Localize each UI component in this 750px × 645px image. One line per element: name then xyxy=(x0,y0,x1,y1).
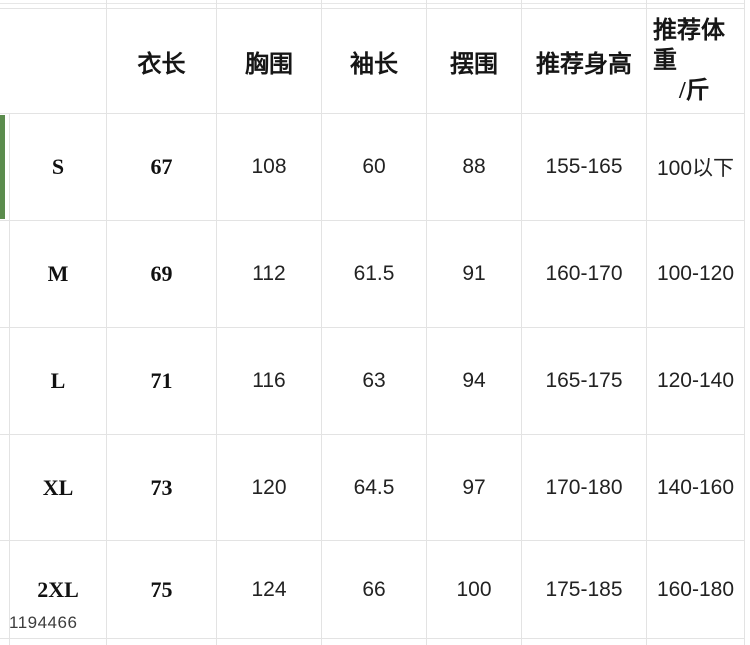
grid-spacer xyxy=(647,639,745,645)
cell-m-garment-length: 69 xyxy=(107,221,217,328)
cell-s-sleeve: 60 xyxy=(322,114,427,221)
header-cell-hem: 摆围 xyxy=(427,9,522,114)
grid-spacer xyxy=(0,639,10,645)
gutter-cell xyxy=(0,9,10,114)
grid-spacer xyxy=(10,639,107,645)
gutter-cell xyxy=(0,328,10,435)
cell-m-weight: 100-120 xyxy=(647,221,745,328)
header-cell-garment-length: 衣长 xyxy=(107,9,217,114)
gutter-cell xyxy=(0,114,10,221)
header-cell-chest: 胸围 xyxy=(217,9,322,114)
cell-2xl-chest: 124 xyxy=(217,541,322,639)
grid-spacer xyxy=(522,0,647,9)
cell-l-weight: 120-140 xyxy=(647,328,745,435)
grid-spacer xyxy=(522,639,647,645)
cell-m-chest: 112 xyxy=(217,221,322,328)
cell-2xl-height: 175-185 xyxy=(522,541,647,639)
cell-xl-height: 170-180 xyxy=(522,435,647,541)
gutter-cell xyxy=(0,221,10,328)
grid-spacer xyxy=(745,639,750,645)
grid-spacer xyxy=(322,0,427,9)
grid-spacer xyxy=(322,639,427,645)
grid-spacer xyxy=(745,435,750,541)
header-cell-height: 推荐身高 xyxy=(522,9,647,114)
grid-spacer xyxy=(745,328,750,435)
cell-l-height: 165-175 xyxy=(522,328,647,435)
size-label-s: S xyxy=(10,114,107,221)
top-grid-line xyxy=(0,3,745,4)
cell-s-garment-length: 67 xyxy=(107,114,217,221)
cell-xl-chest: 120 xyxy=(217,435,322,541)
cell-xl-garment-length: 73 xyxy=(107,435,217,541)
header-cell-sleeve: 袖长 xyxy=(322,9,427,114)
cell-l-sleeve: 63 xyxy=(322,328,427,435)
size-label-2xl: 2XL xyxy=(10,541,107,639)
grid-spacer xyxy=(745,221,750,328)
cell-2xl-hem: 100 xyxy=(427,541,522,639)
cell-xl-sleeve: 64.5 xyxy=(322,435,427,541)
grid-spacer xyxy=(107,639,217,645)
header-weight-label: 推荐体重 xyxy=(653,18,725,74)
grid-spacer xyxy=(745,9,750,114)
header-corner-cell xyxy=(10,9,107,114)
grid-spacer xyxy=(107,0,217,9)
size-label-l: L xyxy=(10,328,107,435)
cell-2xl-garment-length: 75 xyxy=(107,541,217,639)
cell-xl-weight: 140-160 xyxy=(647,435,745,541)
grid-spacer xyxy=(745,0,750,9)
grid-spacer xyxy=(427,639,522,645)
grid-spacer xyxy=(427,0,522,9)
watermark-number: 1194466 xyxy=(9,613,78,632)
gutter-cell xyxy=(0,541,10,639)
header-cell-weight: 推荐体重 /斤 xyxy=(647,9,745,114)
row-highlight-bar xyxy=(0,115,5,219)
grid-spacer xyxy=(647,0,745,9)
grid-spacer xyxy=(745,541,750,639)
gutter-cell xyxy=(0,435,10,541)
grid-spacer xyxy=(10,0,107,9)
cell-s-hem: 88 xyxy=(427,114,522,221)
cell-l-hem: 94 xyxy=(427,328,522,435)
header-weight-unit: /斤 xyxy=(679,78,710,104)
size-label-m: M xyxy=(10,221,107,328)
cell-l-chest: 116 xyxy=(217,328,322,435)
size-label-xl: XL xyxy=(10,435,107,541)
cell-xl-hem: 97 xyxy=(427,435,522,541)
cell-2xl-weight: 160-180 xyxy=(647,541,745,639)
cell-l-garment-length: 71 xyxy=(107,328,217,435)
cell-m-sleeve: 61.5 xyxy=(322,221,427,328)
grid-spacer xyxy=(217,0,322,9)
cell-s-weight: 100以下 xyxy=(647,114,745,221)
cell-m-height: 160-170 xyxy=(522,221,647,328)
cell-s-chest: 108 xyxy=(217,114,322,221)
grid-spacer xyxy=(217,639,322,645)
cell-s-height: 155-165 xyxy=(522,114,647,221)
cell-m-hem: 91 xyxy=(427,221,522,328)
grid-spacer xyxy=(745,114,750,221)
grid-spacer xyxy=(0,0,10,9)
cell-2xl-sleeve: 66 xyxy=(322,541,427,639)
